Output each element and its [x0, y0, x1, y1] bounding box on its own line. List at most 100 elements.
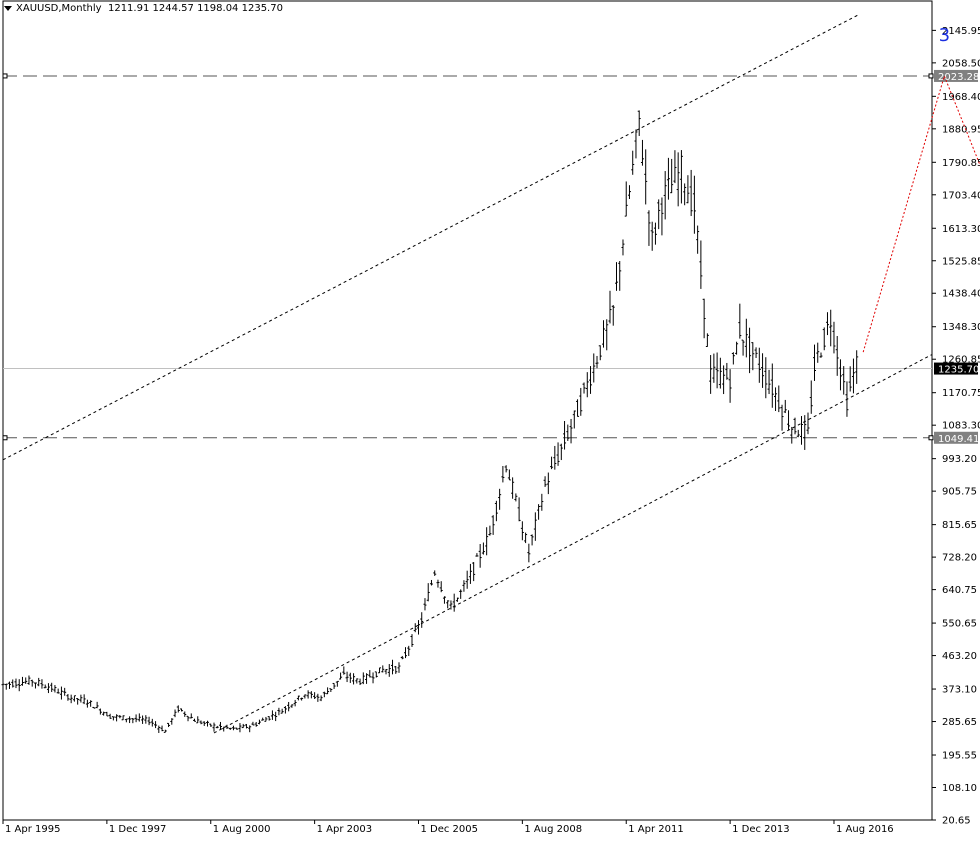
ohlc-bar: [108, 713, 112, 719]
y-tick-label: 1790.85: [942, 158, 980, 169]
ohlc-bar: [69, 694, 73, 704]
ohlc-bar: [589, 366, 593, 394]
ohlc-bar: [657, 199, 661, 230]
ohlc-bar: [663, 171, 667, 220]
x-tick-label: 1 Aug 2000: [213, 824, 271, 835]
ohlc-bar: [404, 647, 408, 659]
ohlc-bar: [115, 714, 119, 722]
ohlc-bar: [189, 713, 193, 719]
ohlc-bar: [761, 353, 765, 388]
y-tick-label: 1438.40: [942, 289, 980, 300]
ohlc-bar: [98, 708, 102, 715]
ohlc-bar: [228, 727, 232, 730]
ohlc-bar: [43, 684, 47, 689]
ohlc-bar: [699, 240, 703, 289]
ohlc-bar: [173, 709, 177, 718]
ohlc-bar: [212, 722, 216, 732]
y-tick-label: 1348.30: [942, 322, 980, 333]
x-tick-label: 1 Dec 1997: [109, 824, 167, 835]
ohlc-bar: [553, 445, 557, 470]
ohlc-bar: [592, 353, 596, 383]
y-tick-label: 1703.40: [942, 190, 980, 201]
ohlc-bar: [420, 612, 424, 628]
ohlc-bar: [485, 527, 489, 556]
ohlc-bar: [410, 634, 414, 647]
ohlc-bar: [527, 543, 531, 563]
ohlc-bar: [550, 456, 554, 470]
ohlc-bar: [472, 562, 476, 582]
ohlc-bar: [254, 721, 258, 727]
ohlc-bar: [563, 420, 567, 450]
ohlc-bar: [150, 718, 154, 727]
ohlc-bar: [692, 175, 696, 234]
ohlc-bar: [433, 570, 437, 576]
y-tick-label: 20.65: [942, 816, 971, 827]
ohlc-bar: [66, 693, 70, 701]
ohlc-bar: [63, 687, 67, 696]
ohlc-bar: [274, 711, 278, 722]
ohlc-bar: [705, 333, 709, 347]
line-anchor-handle: [2, 73, 8, 79]
ohlc-bar: [416, 620, 420, 635]
y-tick-label: 550.65: [942, 619, 977, 630]
ohlc-bar: [407, 645, 411, 656]
y-tick-label: 2058.50: [942, 58, 980, 69]
ohlc-bar: [413, 623, 417, 633]
ohlc-bar: [481, 542, 485, 555]
ohlc-bar: [556, 442, 560, 466]
ohlc-bar: [679, 150, 683, 204]
ohlc-bar: [647, 210, 651, 246]
ohlc-bar: [348, 672, 352, 683]
ohlc-bar: [780, 404, 784, 431]
ohlc-bar: [50, 682, 54, 692]
ohlc-bar: [329, 688, 333, 692]
ohlc-bar: [326, 687, 330, 695]
chart-header: XAUUSD,Monthly 1211.91 1244.57 1198.04 1…: [4, 3, 283, 14]
ohlc-bar: [141, 715, 145, 724]
ohlc-bar: [154, 721, 158, 729]
y-tick-label: 285.65: [942, 717, 977, 728]
ohlc-bar: [475, 553, 479, 557]
ohlc-bar: [160, 725, 164, 732]
ohlc-bar: [280, 708, 284, 714]
ohlc-bar: [378, 667, 382, 674]
ohlc-bar: [37, 677, 41, 687]
dropdown-triangle-icon[interactable]: [4, 5, 12, 11]
ohlc-bar: [744, 318, 748, 358]
ohlc-bar: [199, 720, 203, 725]
ohlc-bar: [582, 382, 586, 394]
ohlc-bar: [640, 139, 644, 166]
ohlc-bar: [134, 714, 138, 723]
ohlc-bar: [631, 150, 635, 175]
ohlc-bar: [757, 347, 761, 383]
ohlc-bar: [147, 716, 151, 726]
ohlc-bar: [105, 711, 109, 717]
ohlc-bar: [296, 695, 300, 701]
ohlc-bar: [455, 597, 459, 602]
ohlc-bar: [238, 723, 242, 733]
ohlc-bar: [748, 327, 752, 374]
ohlc-bar: [832, 321, 836, 354]
ohlc-bar: [257, 719, 261, 725]
ohlc-bar: [40, 679, 44, 689]
ohlc-bar: [725, 362, 729, 380]
ohlc-bar: [205, 720, 209, 727]
ohlc-bar: [709, 355, 713, 394]
ohlc-bar: [128, 716, 132, 724]
ohlc-bar: [72, 695, 76, 702]
wave-label: 3: [939, 25, 950, 46]
ohlc-bar: [183, 711, 187, 717]
ohlc-bar: [124, 718, 128, 723]
ohlc-bar: [514, 493, 518, 502]
ohlc-bar: [579, 387, 583, 416]
level-price-label: 2023.28: [938, 72, 979, 83]
ohlc-bar: [118, 715, 122, 719]
ohlc-bar: [504, 465, 508, 473]
y-tick-label: 1525.85: [942, 256, 980, 267]
ohlc-bar: [689, 169, 693, 217]
ohlc-bar: [196, 716, 200, 724]
ohlc-bar: [559, 443, 563, 461]
ohlc-bar: [218, 721, 222, 730]
